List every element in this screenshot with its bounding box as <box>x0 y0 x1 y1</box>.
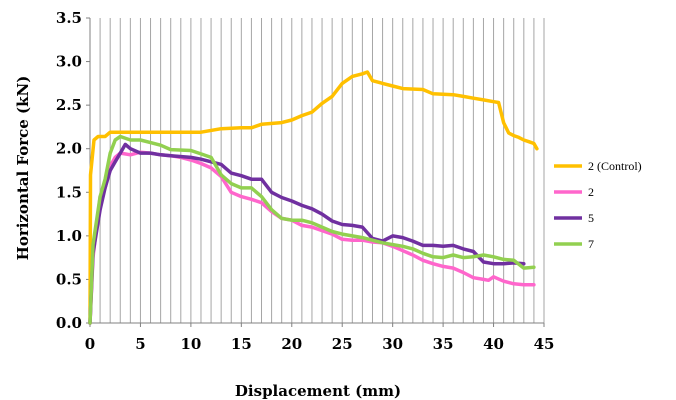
x-tick-labels: 0 5 10 15 20 25 30 35 40 45 <box>85 335 555 353</box>
x-tick-label: 30 <box>382 335 403 353</box>
legend-label: 5 <box>588 211 594 225</box>
series-line-2-control <box>88 70 539 325</box>
legend-label: 2 <box>588 185 594 199</box>
y-tick-label: 1.0 <box>56 227 82 245</box>
y-axis-title: Horizontal Force (kN) <box>14 76 32 261</box>
y-tick-label: 1.5 <box>56 183 82 201</box>
x-tick-label: 10 <box>180 335 201 353</box>
x-gridlines <box>99 18 545 323</box>
x-tick-label: 45 <box>534 335 555 353</box>
x-tick-label: 0 <box>85 335 95 353</box>
x-tick-label: 20 <box>281 335 302 353</box>
legend-label: 7 <box>588 237 594 251</box>
plot-area <box>90 18 544 323</box>
x-tick-label: 5 <box>135 335 145 353</box>
series-lines <box>88 70 539 325</box>
y-tick-label: 0.5 <box>56 270 82 288</box>
x-tick-label: 25 <box>332 335 353 353</box>
y-tick-label: 2.5 <box>56 96 82 114</box>
y-tick-label: 0.0 <box>56 314 82 332</box>
y-tick-label: 3.0 <box>56 53 82 71</box>
x-axis-title: Displacement (mm) <box>235 382 401 400</box>
series-line-5 <box>88 142 526 325</box>
y-tick-label: 2.0 <box>56 140 82 158</box>
x-tick-label: 15 <box>231 335 252 353</box>
legend-label: 2 (Control) <box>588 159 642 173</box>
y-tick-labels: 0.0 0.5 1.0 1.5 2.0 2.5 3.0 3.5 <box>56 9 82 332</box>
series-line-7 <box>88 134 536 325</box>
y-tick-label: 3.5 <box>56 9 82 27</box>
x-tick-label: 40 <box>483 335 504 353</box>
legend: 2 (Control) 2 5 7 <box>554 159 642 251</box>
plot-background <box>90 18 544 323</box>
x-tick-label: 35 <box>433 335 454 353</box>
